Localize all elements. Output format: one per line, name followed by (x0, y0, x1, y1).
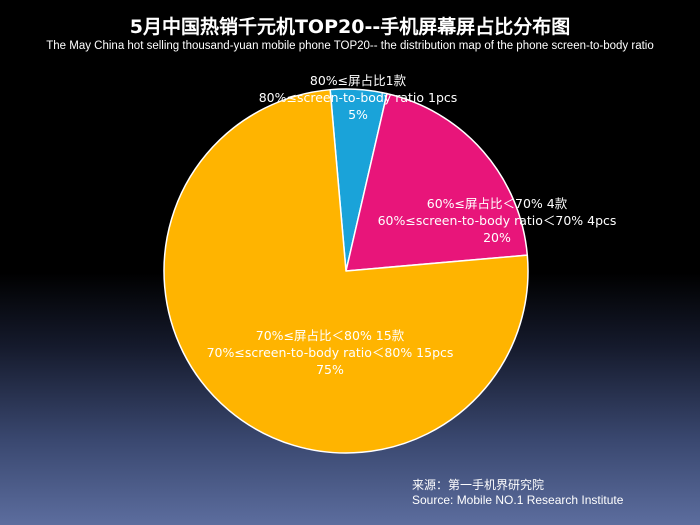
slice-label-cn: 60%≤屏占比＜70% 4款 (426, 196, 568, 211)
chart-subtitle: The May China hot selling thousand-yuan … (46, 40, 654, 52)
slice-label-cn: 80%≤屏占比1款 (309, 73, 407, 88)
pie-slice-70-80 (163, 88, 529, 454)
slice-label-percent: 75% (316, 362, 344, 377)
source-cn: 来源：第一手机界研究院 (412, 478, 545, 492)
slice-label-cn: 70%≤屏占比＜80% 15款 (255, 328, 405, 343)
slice-label-percent: 20% (483, 230, 511, 245)
slice-label-en: 80%≤screen-to-body ratio 1pcs (258, 90, 458, 105)
slice-label-70-80: 70%≤屏占比＜80% 15款 70%≤screen-to-body ratio… (207, 327, 454, 378)
slice-label-80-plus: 80%≤屏占比1款 80%≤screen-to-body ratio 1pcs … (259, 72, 458, 123)
pie-slice-60-70 (345, 92, 529, 272)
source-en: Source: Mobile NO.1 Research Institute (412, 493, 624, 507)
source-note: 来源：第一手机界研究院 Source: Mobile NO.1 Research… (412, 478, 623, 508)
chart-title: 5月中国热销千元机TOP20--手机屏幕屏占比分布图 (129, 16, 571, 38)
slice-label-en: 60%≤screen-to-body ratio＜70% 4pcs (377, 213, 617, 228)
slice-label-en: 70%≤screen-to-body ratio＜80% 15pcs (206, 345, 454, 360)
slice-label-percent: 5% (348, 107, 368, 122)
slice-label-60-70: 60%≤屏占比＜70% 4款 60%≤screen-to-body ratio＜… (378, 195, 617, 246)
